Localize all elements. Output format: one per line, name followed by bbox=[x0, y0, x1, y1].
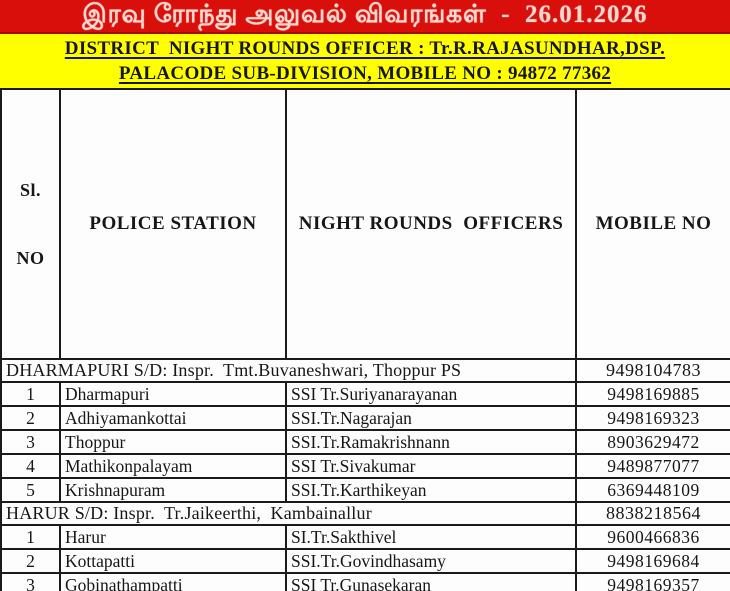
serial-number: 1 bbox=[0, 381, 61, 407]
subdivision-header-row: HARUR S/D: Inspr. Tr.Jaikeerthi, Kambain… bbox=[0, 501, 730, 526]
mobile-number: 9498169684 bbox=[575, 548, 730, 574]
police-station-name: Adhiyamankottai bbox=[59, 405, 287, 431]
officer-name: SSI.Tr.Karthikeyan bbox=[285, 477, 577, 503]
mobile-number: 9498169885 bbox=[575, 381, 730, 407]
station-row: 2 Adhiyamankottai SSI.Tr.Nagarajan 94981693… bbox=[0, 405, 730, 431]
police-station-name: Dharmapuri bbox=[59, 381, 287, 407]
serial-number: 3 bbox=[0, 572, 61, 591]
district-officer-header: DISTRICT NIGHT ROUNDS OFFICER : Tr.R.RAJ… bbox=[0, 34, 730, 88]
subdivision-mobile-number: 8838218564 bbox=[575, 501, 730, 526]
station-row: 1 Harur SI.Tr.Sakthivel 9600466836 bbox=[0, 524, 730, 550]
mobile-number: 9489877077 bbox=[575, 453, 730, 479]
station-row: 1 Dharmapuri SSI Tr.Suriyanarayanan 9498169… bbox=[0, 381, 730, 407]
station-row: 3 Thoppur SSI.Tr.Ramakrishnann 8903629472 bbox=[0, 429, 730, 455]
station-row: 4 Mathikonpalayam SSI Tr.Sivakumar 94898770… bbox=[0, 453, 730, 479]
table-header-row: Sl. NO POLICE STATION NIGHT ROUNDS OFFIC… bbox=[0, 88, 730, 360]
serial-number: 1 bbox=[0, 524, 61, 550]
station-row: 2 Kottapatti SSI.Tr.Govindhasamy 9498169684 bbox=[0, 548, 730, 574]
table-header: Sl. NO POLICE STATION NIGHT ROUNDS OFFIC… bbox=[0, 88, 730, 360]
station-row: 5 Krishnapuram SSI.Tr.Karthikeyan 636944810… bbox=[0, 477, 730, 503]
serial-number: 2 bbox=[0, 548, 61, 574]
subdivision-mobile-number: 9498104783 bbox=[575, 358, 730, 383]
officer-name: SSI.Tr.Govindhasamy bbox=[285, 548, 577, 574]
sl-label-line1: Sl. bbox=[19, 180, 41, 200]
mobile-number: 9498169323 bbox=[575, 405, 730, 431]
officer-name: SSI Tr.Sivakumar bbox=[285, 453, 577, 479]
mobile-number: 9600466836 bbox=[575, 524, 730, 550]
subdivision-title: HARUR S/D: Inspr. Tr.Jaikeerthi, Kambain… bbox=[0, 501, 577, 526]
mobile-number: 8903629472 bbox=[575, 429, 730, 455]
mobile-number: 9498169357 bbox=[575, 572, 730, 591]
police-station-name: Mathikonpalayam bbox=[59, 453, 287, 479]
police-station-name: Kottapatti bbox=[59, 548, 287, 574]
district-officer-line: DISTRICT NIGHT ROUNDS OFFICER : Tr.R.RAJ… bbox=[64, 38, 666, 60]
serial-number: 4 bbox=[0, 453, 61, 479]
serial-number: 3 bbox=[0, 429, 61, 455]
officer-name: SSI.Tr.Nagarajan bbox=[285, 405, 577, 431]
officer-name: SSI Tr.Suriyanarayanan bbox=[285, 381, 577, 407]
officer-name: SI.Tr.Sakthivel bbox=[285, 524, 577, 550]
col-header-police-station: POLICE STATION bbox=[59, 88, 287, 360]
serial-number: 5 bbox=[0, 477, 61, 503]
subdivision-mobile-line: PALACODE SUB-DIVISION, MOBILE NO : 94872… bbox=[118, 63, 612, 84]
tamil-title-text: இரவு ரோந்து அலுவல் விவரங்கள் - 26.01.202… bbox=[82, 0, 648, 28]
officer-name: SSI Tr.Gunasekaran bbox=[285, 572, 577, 591]
col-header-officers: NIGHT ROUNDS OFFICERS bbox=[285, 88, 577, 360]
station-row: 3 Gobinathampatti SSI Tr.Gunasekaran 949816… bbox=[0, 572, 730, 591]
mobile-number: 6369448109 bbox=[575, 477, 730, 503]
sl-label-line2: NO bbox=[16, 247, 45, 268]
officer-name: SSI.Tr.Ramakrishnann bbox=[285, 429, 577, 455]
serial-number: 2 bbox=[0, 405, 61, 431]
police-station-name: Krishnapuram bbox=[59, 477, 287, 503]
police-station-name: Thoppur bbox=[59, 429, 287, 455]
subdivision-header-row: DHARMAPURI S/D: Inspr. Tmt.Buvaneshwari,… bbox=[0, 358, 730, 383]
col-header-mobile: MOBILE NO bbox=[575, 88, 730, 360]
subdivision-title: DHARMAPURI S/D: Inspr. Tmt.Buvaneshwari,… bbox=[0, 358, 577, 383]
tamil-title-banner: இரவு ரோந்து அலுவல் விவரங்கள் - 26.01.202… bbox=[0, 0, 730, 34]
col-header-sl-no: Sl. NO bbox=[0, 88, 61, 360]
night-rounds-table: Sl. NO POLICE STATION NIGHT ROUNDS OFFIC… bbox=[0, 88, 730, 591]
table-body: DHARMAPURI S/D: Inspr. Tmt.Buvaneshwari,… bbox=[0, 358, 730, 591]
police-station-name: Harur bbox=[59, 524, 287, 550]
police-station-name: Gobinathampatti bbox=[59, 572, 287, 591]
